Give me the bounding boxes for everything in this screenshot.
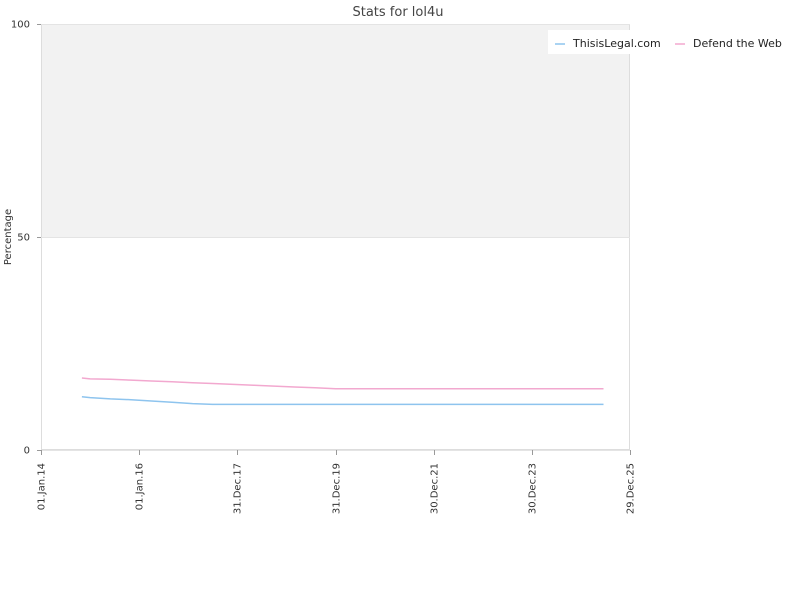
y-tick-label: 100 <box>11 20 30 31</box>
chart-title: Stats for lol4u <box>352 5 443 20</box>
x-tick-label: 29.Dec.25 <box>626 463 637 514</box>
x-tick-label: 30.Dec.21 <box>430 463 441 514</box>
y-axis-label: Percentage <box>3 209 14 265</box>
plot-background-band <box>41 24 630 237</box>
legend-label: Defend the Web <box>693 37 782 50</box>
series-line-thisislegal-com <box>81 396 604 406</box>
legend-label: ThisisLegal.com <box>572 37 661 50</box>
y-tick-label: 0 <box>24 446 30 457</box>
series-line-defend-the-web <box>81 377 604 390</box>
legend-box <box>548 30 783 54</box>
y-tick-label: 50 <box>17 233 30 244</box>
x-tick-label: 30.Dec.23 <box>528 463 539 514</box>
x-tick-label: 31.Dec.17 <box>233 463 244 514</box>
x-tick-label: 01.Jan.16 <box>135 463 146 510</box>
plot-area: 0 50 100 01.Jan.14 01.Jan.16 31.Dec.17 31.Dec.… <box>11 20 637 515</box>
x-tick-label: 01.Jan.14 <box>37 463 48 510</box>
legend: ThisisLegal.com Defend the Web <box>548 30 783 54</box>
x-tick-label: 31.Dec.19 <box>332 463 343 514</box>
